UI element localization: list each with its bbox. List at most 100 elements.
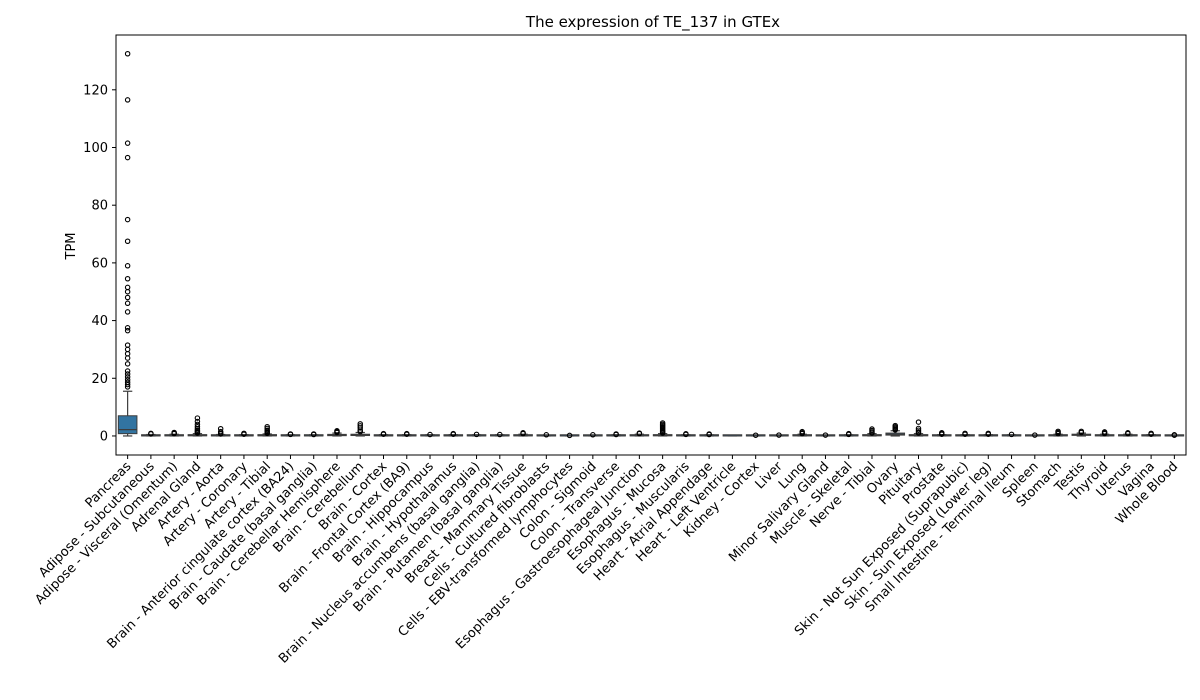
- outlier-point: [124, 374, 131, 380]
- y-tick-label: 80: [91, 199, 108, 214]
- y-tick-label: 60: [91, 256, 108, 271]
- outlier-point: [497, 431, 503, 438]
- outlier-point: [869, 426, 875, 432]
- outlier-point: [450, 430, 457, 437]
- outlier-point: [194, 418, 201, 425]
- outlier-point: [404, 430, 410, 437]
- box-group: [652, 420, 673, 437]
- outlier-point: [915, 425, 922, 432]
- outlier-point: [822, 432, 829, 438]
- outlier-point: [124, 361, 131, 367]
- outlier-point: [124, 300, 131, 307]
- box-group: [536, 432, 557, 438]
- outlier-point: [194, 421, 201, 428]
- box-group: [908, 419, 929, 437]
- outlier-point: [217, 425, 224, 432]
- outlier-point: [939, 430, 945, 436]
- box-group: [722, 434, 743, 437]
- outlier-point: [590, 432, 596, 438]
- outlier-point: [124, 288, 131, 295]
- outlier-point: [124, 275, 131, 282]
- box-group: [490, 431, 510, 438]
- outlier-point: [659, 420, 666, 426]
- outlier-point: [915, 419, 922, 425]
- box-group: [187, 415, 208, 437]
- outlier-point: [124, 294, 131, 301]
- outlier-point: [310, 431, 317, 437]
- outlier-point: [124, 355, 131, 361]
- box-group: [769, 432, 789, 438]
- outlier-point: [776, 432, 782, 438]
- box-group: [327, 428, 347, 437]
- box-group: [1071, 428, 1092, 437]
- outlier-point: [124, 154, 131, 161]
- outlier-point: [1078, 428, 1085, 435]
- outlier-point: [124, 371, 131, 377]
- box-group: [559, 432, 580, 439]
- box-group: [606, 431, 626, 438]
- box-group: [234, 430, 254, 437]
- outlier-point: [171, 429, 177, 436]
- outlier-point: [915, 429, 922, 435]
- outlier-point: [124, 368, 131, 374]
- outlier-point: [845, 430, 852, 437]
- outlier-point: [124, 50, 131, 57]
- box: [117, 415, 138, 435]
- plot-frame: [115, 34, 1187, 456]
- box-group: [1001, 431, 1022, 438]
- outlier-point: [380, 430, 387, 437]
- box-group: [815, 432, 836, 438]
- box-group: [117, 50, 138, 437]
- outlier-point: [799, 428, 805, 435]
- box-group: [350, 421, 371, 437]
- box-group: [838, 430, 859, 438]
- outlier-point: [124, 309, 131, 315]
- outlier-point: [915, 427, 922, 433]
- outlier-point: [427, 431, 433, 438]
- outlier-point: [1171, 432, 1178, 438]
- box-group: [420, 431, 440, 438]
- outlier-point: [264, 425, 270, 432]
- box-group: [164, 429, 184, 437]
- y-tick-label: 120: [83, 83, 108, 98]
- box-group: [792, 428, 812, 437]
- outlier-point: [287, 431, 294, 437]
- outlier-point: [1125, 430, 1131, 436]
- box-group: [629, 430, 650, 437]
- outlier-point: [194, 423, 201, 430]
- box-group: [885, 422, 906, 437]
- outlier-point: [683, 431, 689, 437]
- box-group: [978, 430, 999, 437]
- outlier-point: [1008, 431, 1015, 438]
- outlier-point: [357, 421, 363, 427]
- outlier-point: [543, 432, 550, 438]
- outlier-point: [194, 415, 201, 421]
- outlier-point: [124, 325, 131, 331]
- outlier-point: [1032, 432, 1038, 438]
- box-group: [1118, 430, 1138, 437]
- box-group: [745, 432, 766, 438]
- box-group: [955, 430, 975, 437]
- box-group: [396, 430, 417, 437]
- outlier-point: [124, 238, 131, 245]
- outlier-point: [1055, 428, 1061, 435]
- y-tick-label: 0: [100, 429, 108, 444]
- box-group: [210, 425, 231, 437]
- box-group: [141, 430, 161, 437]
- outlier-point: [613, 431, 619, 437]
- box-group: [257, 423, 277, 437]
- box-group: [1164, 432, 1185, 438]
- outlier-point: [636, 430, 643, 436]
- box-group: [676, 431, 696, 438]
- box-group: [280, 431, 301, 438]
- outlier-point: [473, 431, 480, 438]
- outlier-point: [124, 379, 131, 386]
- box-group: [1025, 432, 1045, 438]
- box-group: [1094, 429, 1115, 437]
- box-group: [699, 431, 719, 438]
- box-group: [862, 426, 882, 437]
- chart-title: The expression of TE_137 in GTEx: [525, 13, 780, 32]
- box-group: [513, 430, 533, 437]
